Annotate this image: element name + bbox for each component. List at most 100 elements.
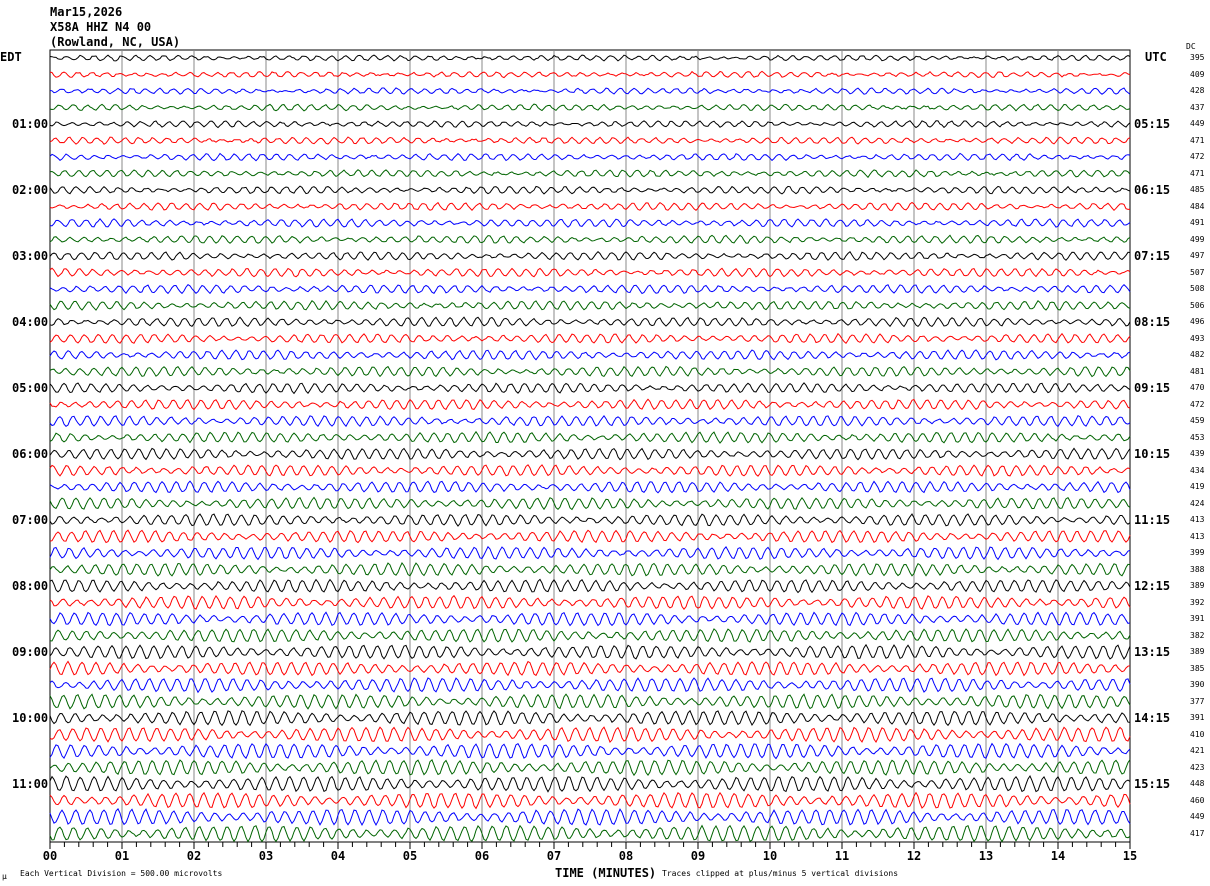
dc-offset-label: 419 bbox=[1190, 482, 1205, 491]
dc-offset-label: 434 bbox=[1190, 465, 1205, 475]
utc-time-label: 10:15 bbox=[1134, 447, 1171, 461]
seismic-trace bbox=[49, 447, 1131, 461]
edt-label: EDT bbox=[0, 50, 22, 64]
dc-offset-label: 382 bbox=[1190, 630, 1205, 640]
seismic-trace bbox=[49, 464, 1131, 477]
seismic-trace bbox=[49, 382, 1131, 395]
seismic-trace bbox=[49, 824, 1131, 843]
dc-offset-label: 472 bbox=[1190, 399, 1205, 409]
seismic-trace bbox=[49, 611, 1131, 627]
seismic-trace bbox=[49, 250, 1131, 261]
seismic-trace bbox=[49, 120, 1131, 129]
dc-offset-label: 497 bbox=[1190, 251, 1205, 260]
seismic-trace bbox=[49, 87, 1131, 95]
utc-time-label: 12:15 bbox=[1134, 579, 1171, 593]
station-label: X58A HHZ N4 00 bbox=[50, 20, 152, 34]
seismic-trace bbox=[49, 480, 1131, 494]
edt-time-label: 08:00 bbox=[12, 579, 49, 593]
dc-offset-label: 499 bbox=[1190, 234, 1205, 244]
seismic-trace bbox=[49, 677, 1131, 694]
seismic-trace bbox=[49, 496, 1131, 511]
scale-note: Each Vertical Division = 500.00 microvol… bbox=[20, 869, 223, 878]
seismic-trace bbox=[49, 201, 1131, 212]
dc-offset-label: 449 bbox=[1190, 812, 1205, 821]
seismic-trace bbox=[49, 169, 1131, 179]
dc-offset-label: 491 bbox=[1190, 218, 1205, 227]
dc-offset-label: 471 bbox=[1190, 168, 1205, 178]
seismic-trace bbox=[49, 759, 1131, 777]
dc-offset-label: 448 bbox=[1190, 779, 1205, 788]
dc-offset-label: 413 bbox=[1190, 515, 1205, 524]
seismic-trace bbox=[49, 808, 1131, 827]
utc-time-label: 05:15 bbox=[1134, 117, 1171, 131]
utc-time-label: 09:15 bbox=[1134, 381, 1171, 395]
dc-offset-label: 424 bbox=[1190, 498, 1205, 508]
dc-offset-label: 470 bbox=[1190, 383, 1205, 392]
dc-offset-label: 471 bbox=[1190, 135, 1205, 145]
edt-time-label: 07:00 bbox=[12, 513, 49, 527]
x-tick-label: 10 bbox=[762, 849, 778, 863]
seismic-trace bbox=[49, 185, 1131, 195]
dc-offset-label: 437 bbox=[1190, 102, 1205, 112]
edt-time-label: 11:00 bbox=[12, 777, 49, 791]
seismic-trace bbox=[49, 70, 1131, 79]
seismic-trace bbox=[49, 693, 1131, 710]
edt-time-label: 05:00 bbox=[12, 381, 49, 395]
dc-offset-label: 428 bbox=[1190, 86, 1205, 95]
edt-time-label: 02:00 bbox=[12, 183, 49, 197]
dc-offset-label: 417 bbox=[1190, 828, 1205, 838]
plot-frame bbox=[49, 49, 1131, 843]
seismic-trace bbox=[49, 594, 1131, 611]
x-tick-label: 03 bbox=[258, 849, 274, 863]
edt-time-label: 06:00 bbox=[12, 447, 49, 461]
seismic-trace bbox=[49, 267, 1131, 278]
seismic-trace bbox=[49, 365, 1131, 378]
seismic-trace bbox=[49, 430, 1131, 444]
clip-note: Traces clipped at plus/minus 5 vertical … bbox=[662, 869, 899, 878]
seismic-trace bbox=[49, 660, 1131, 677]
x-tick-label: 08 bbox=[618, 849, 634, 863]
x-tick-label: 06 bbox=[474, 849, 490, 863]
utc-time-label: 15:15 bbox=[1134, 777, 1171, 791]
dc-offset-label: 390 bbox=[1190, 680, 1205, 689]
seismic-trace bbox=[49, 152, 1131, 162]
dc-offset-label: 392 bbox=[1190, 597, 1205, 607]
seismic-trace bbox=[49, 628, 1131, 643]
seismic-trace bbox=[49, 349, 1131, 361]
x-tick-label: 15 bbox=[1122, 849, 1138, 863]
edt-time-label: 01:00 bbox=[12, 117, 49, 131]
dc-offset-label: 485 bbox=[1190, 185, 1205, 194]
dc-offset-label: 409 bbox=[1190, 69, 1205, 79]
seismic-trace bbox=[49, 545, 1131, 561]
edt-time-label: 03:00 bbox=[12, 249, 49, 263]
dc-offset-label: 459 bbox=[1190, 416, 1205, 425]
utc-label: UTC bbox=[1145, 50, 1167, 64]
seismic-trace bbox=[49, 217, 1131, 228]
dc-offset-label: 423 bbox=[1190, 762, 1205, 772]
dc-offset-label: 391 bbox=[1190, 614, 1205, 623]
utc-time-label: 07:15 bbox=[1134, 249, 1171, 263]
dc-offset-label: 377 bbox=[1190, 696, 1205, 706]
seismic-trace bbox=[49, 136, 1131, 145]
utc-time-label: 13:15 bbox=[1134, 645, 1171, 659]
seismic-trace bbox=[49, 414, 1131, 428]
dc-offset-label: 388 bbox=[1190, 564, 1205, 574]
seismic-trace bbox=[49, 643, 1131, 660]
dc-offset-label: 449 bbox=[1190, 119, 1205, 128]
x-tick-label: 09 bbox=[690, 849, 706, 863]
dc-offset-label: 481 bbox=[1190, 366, 1205, 376]
dc-offset-label: 389 bbox=[1190, 647, 1205, 656]
seismic-trace bbox=[49, 529, 1131, 544]
x-tick-label: 01 bbox=[114, 849, 130, 863]
micro-symbol: µ bbox=[2, 872, 7, 881]
x-tick-label: 13 bbox=[978, 849, 994, 863]
x-tick-label: 05 bbox=[402, 849, 418, 863]
dc-offset-label: 493 bbox=[1190, 333, 1205, 343]
seismic-trace bbox=[49, 234, 1131, 244]
utc-time-label: 08:15 bbox=[1134, 315, 1171, 329]
x-tick-label: 04 bbox=[330, 849, 346, 863]
dc-offset-label: 385 bbox=[1190, 663, 1205, 673]
edt-time-label: 09:00 bbox=[12, 645, 49, 659]
seismic-trace bbox=[49, 562, 1131, 577]
dc-offset-label: 389 bbox=[1190, 581, 1205, 590]
